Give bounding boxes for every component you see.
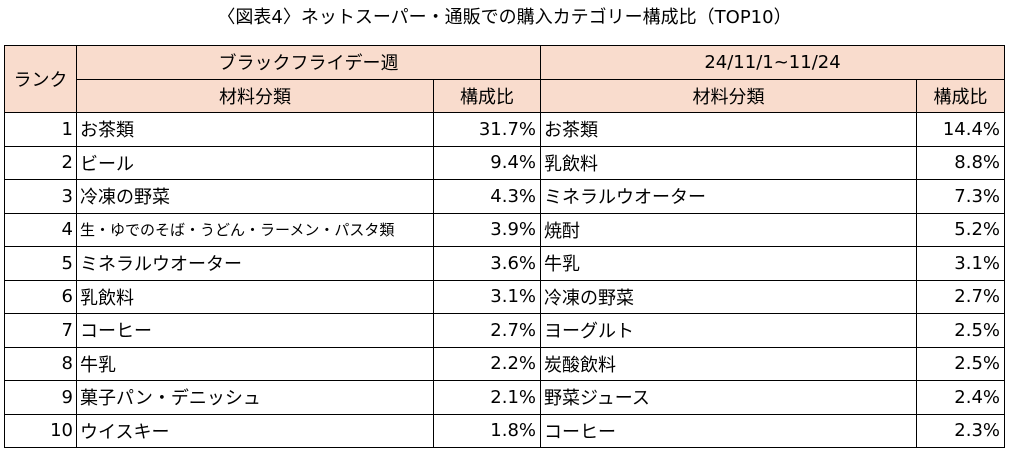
period-a-share-cell: 4.3% [433,179,541,214]
rank-cell: 6 [4,279,77,314]
period-a-share-cell: 3.6% [433,246,541,281]
period-b-category-cell: 乳飲料 [540,145,917,180]
period-b-share-cell: 2.7% [915,279,1006,314]
period-b-share-header: 構成比 [915,78,1006,113]
period-b-header: 24/11/1~11/24 [539,45,1006,80]
period-b-category-cell: お茶類 [540,112,917,147]
rank-header: ランク [4,45,77,113]
period-b-category-cell: ミネラルウオーター [540,179,917,214]
period-a-category-cell: ウイスキー [76,413,434,448]
period-a-share-header: 構成比 [433,78,541,113]
period-b-share-cell: 3.1% [915,246,1006,281]
period-b-share-cell: 8.8% [915,145,1006,180]
period-b-category-cell: ヨーグルト [540,313,917,348]
rank-cell: 10 [4,413,77,448]
period-a-category-cell: 乳飲料 [76,279,434,314]
period-b-share-cell: 2.5% [915,313,1006,348]
rank-cell: 7 [4,313,77,348]
period-a-share-cell: 9.4% [433,145,541,180]
period-b-category-cell: 焼酎 [540,212,917,247]
period-a-category-cell: コーヒー [76,313,434,348]
period-a-share-cell: 1.8% [433,413,541,448]
period-b-category-header: 材料分類 [540,78,917,113]
period-a-share-cell: 3.9% [433,212,541,247]
category-share-table: ランク ブラックフライデー週 24/11/1~11/24 材料分類 構成比 材料… [4,45,1006,448]
rank-cell: 2 [4,145,77,180]
header-row-columns: 材料分類 構成比 材料分類 構成比 [5,78,1006,113]
table-row: 2 ビール 9.4% 乳飲料 8.8% [4,145,1006,180]
period-b-share-cell: 2.4% [915,380,1006,415]
period-b-category-cell: 牛乳 [540,246,917,281]
period-a-share-cell: 2.2% [433,346,541,381]
rank-cell: 1 [4,112,77,147]
period-a-category-cell: 冷凍の野菜 [76,179,434,214]
period-b-share-cell: 5.2% [915,212,1006,247]
table-row: 7 コーヒー 2.7% ヨーグルト 2.5% [4,313,1006,348]
period-b-category-cell: 冷凍の野菜 [540,279,917,314]
rank-cell: 3 [4,179,77,214]
period-a-share-cell: 2.1% [433,380,541,415]
period-a-category-cell: 生・ゆでのそば・うどん・ラーメン・パスタ類 [76,212,434,247]
period-b-share-cell: 14.4% [915,112,1006,147]
rank-cell: 4 [4,212,77,247]
period-a-category-cell: ビール [76,145,434,180]
rank-cell: 8 [4,346,77,381]
period-a-header: ブラックフライデー週 [76,45,541,80]
period-b-category-cell: 野菜ジュース [540,380,917,415]
table-row: 10 ウイスキー 1.8% コーヒー 2.3% [4,413,1006,448]
period-a-share-cell: 3.1% [433,279,541,314]
table-row: 1 お茶類 31.7% お茶類 14.4% [4,112,1006,147]
period-b-category-cell: コーヒー [540,413,917,448]
table-row: 6 乳飲料 3.1% 冷凍の野菜 2.7% [4,279,1006,314]
table-row: 4 生・ゆでのそば・うどん・ラーメン・パスタ類 3.9% 焼酎 5.2% [4,212,1006,247]
period-a-category-header: 材料分類 [76,78,434,113]
header-row-periods: ランク ブラックフライデー週 24/11/1~11/24 [4,45,1006,113]
table-title: 〈図表4〉ネットスーパー・通販での購入カテゴリー構成比（TOP10） [217,7,792,28]
period-a-category-cell: お茶類 [76,112,434,147]
period-a-share-cell: 2.7% [433,313,541,348]
period-b-share-cell: 2.3% [915,413,1006,448]
period-b-share-cell: 2.5% [915,346,1006,381]
period-a-share-cell: 31.7% [433,112,541,147]
period-b-share-cell: 7.3% [915,179,1006,214]
period-a-category-cell: 牛乳 [76,346,434,381]
table-row: 5 ミネラルウオーター 3.6% 牛乳 3.1% [4,246,1006,281]
period-a-category-cell: ミネラルウオーター [76,246,434,281]
rank-cell: 5 [4,246,77,281]
table-row: 8 牛乳 2.2% 炭酸飲料 2.5% [4,346,1006,381]
rank-cell: 9 [4,380,77,415]
table-row: 9 菓子パン・デニッシュ 2.1% 野菜ジュース 2.4% [4,380,1006,415]
period-b-category-cell: 炭酸飲料 [540,346,917,381]
table-row: 3 冷凍の野菜 4.3% ミネラルウオーター 7.3% [4,179,1006,214]
period-a-category-cell: 菓子パン・デニッシュ [76,380,434,415]
